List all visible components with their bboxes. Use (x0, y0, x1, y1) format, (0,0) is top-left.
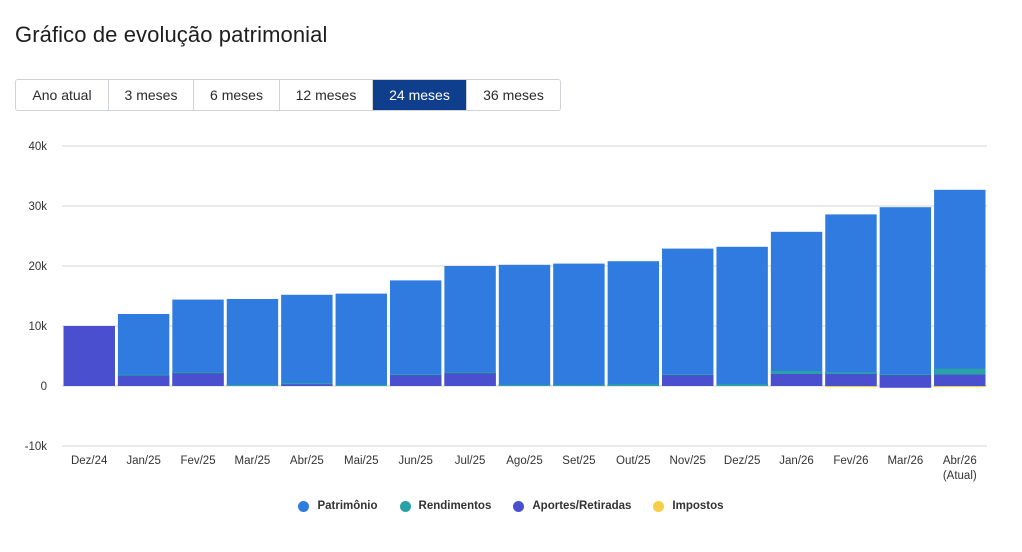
x-tick-label: Fev/25 (180, 455, 215, 467)
bar-aportes (662, 374, 714, 386)
bar-patrimonio (498, 264, 551, 386)
bar-rendimentos (444, 372, 496, 374)
x-tick-label: Jul/25 (455, 455, 486, 467)
bar-rendimentos (607, 384, 660, 386)
bar-rendimentos (879, 374, 932, 375)
legend-dot-icon (653, 500, 665, 512)
legend-item-impostos[interactable]: Impostos (653, 500, 724, 512)
bar-aportes (281, 384, 333, 386)
bar-rendimentos (389, 374, 442, 375)
bar-aportes-negative (879, 386, 932, 388)
y-tick-label: 10k (28, 321, 47, 333)
y-tick-label: 30k (28, 201, 47, 213)
bar-rendimentos (117, 374, 170, 376)
legend-dot-icon (513, 500, 525, 512)
period-tab-6-meses[interactable]: 6 meses (194, 80, 280, 110)
bar-patrimonio (226, 299, 279, 386)
bar-aportes (389, 374, 442, 386)
legend-item-rendimentos[interactable]: Rendimentos (399, 500, 492, 512)
bar-patrimonio (553, 263, 605, 386)
period-tab-36-meses[interactable]: 36 meses (467, 80, 560, 110)
bar-aportes (172, 372, 224, 386)
bar-aportes (444, 372, 496, 386)
x-tick-label: Abr/26 (943, 455, 977, 467)
bar-rendimentos (825, 372, 877, 374)
x-tick-label: Mar/26 (887, 455, 923, 467)
x-tick-label: Mar/25 (235, 455, 271, 467)
bar-impostos (825, 386, 877, 387)
period-tab-24-meses[interactable]: 24 meses (373, 80, 467, 110)
legend-label: Impostos (672, 500, 724, 512)
bar-patrimonio (117, 314, 170, 386)
x-tick-label: Set/25 (562, 455, 595, 467)
bar-rendimentos (172, 372, 224, 374)
x-tick-label: Mai/25 (344, 455, 379, 467)
legend-item-aportes[interactable]: Aportes/Retiradas (513, 500, 631, 512)
bar-aportes (117, 375, 170, 386)
bar-patrimonio (934, 189, 986, 386)
period-tab-3-meses[interactable]: 3 meses (109, 80, 194, 110)
legend-label: Patrimônio (317, 500, 378, 512)
bar-aportes (825, 374, 877, 386)
bar-patrimonio (335, 293, 387, 386)
x-tick-label: Nov/25 (670, 455, 706, 467)
bar-rendimentos (770, 371, 823, 374)
bar-patrimonio (389, 280, 442, 386)
x-tick-label: Fev/26 (833, 455, 868, 467)
bar-patrimonio (879, 207, 932, 386)
bar-aportes (879, 374, 932, 386)
period-tab-ano-atual[interactable]: Ano atual (16, 80, 109, 110)
bar-aportes (770, 374, 823, 386)
y-tick-label: 40k (28, 141, 47, 153)
bar-aportes (934, 374, 986, 386)
bar-patrimonio (444, 266, 496, 386)
x-tick-label: Jun/25 (398, 455, 433, 467)
legend-dot-icon (399, 500, 411, 512)
bar-rendimentos (553, 384, 605, 386)
x-tick-label: Jan/25 (126, 455, 161, 467)
x-tick-label: Dez/24 (71, 455, 108, 467)
bar-patrimonio (770, 231, 823, 386)
page-title: Gráfico de evolução patrimonial (15, 22, 328, 47)
bar-patrimonio (607, 261, 660, 386)
x-tick-label: Abr/25 (290, 455, 324, 467)
x-tick-label: Dez/25 (724, 455, 760, 467)
bar-rendimentos (662, 374, 714, 375)
legend-item-patrimonio[interactable]: Patrimônio (298, 500, 378, 512)
y-tick-label: -10k (25, 441, 48, 453)
bar-rendimentos (716, 384, 768, 386)
period-selector: Ano atual 3 meses 6 meses 12 meses 24 meses 3… (15, 79, 561, 111)
x-tick-label: Jan/26 (779, 455, 814, 467)
x-tick-label: (Atual) (943, 470, 977, 482)
bar-patrimonio (281, 294, 333, 386)
bar-rendimentos (498, 384, 551, 386)
bar-aportes (63, 326, 115, 386)
legend-label: Aportes/Retiradas (532, 500, 632, 512)
legend-dot-icon (298, 500, 310, 512)
bar-rendimentos (934, 368, 986, 375)
y-tick-label: 0 (41, 381, 47, 393)
bar-rendimentos (226, 384, 279, 386)
x-tick-label: Out/25 (616, 455, 651, 467)
bar-patrimonio (716, 246, 768, 386)
bar-patrimonio (825, 214, 877, 386)
period-tab-12-meses[interactable]: 12 meses (280, 80, 373, 110)
legend-label: Rendimentos (418, 500, 492, 512)
bar-patrimonio (172, 299, 224, 386)
chart-legend: Patrimônio Rendimentos Aportes/Retiradas Im… (0, 500, 1022, 512)
bar-impostos (934, 386, 986, 387)
x-tick-label: Ago/25 (506, 455, 542, 467)
bar-patrimonio (662, 248, 714, 386)
evolution-chart: 40k 30k 20k 10k 0 -10k Dez/24 Jan/25 Fev/25 Mar/2… (25, 141, 987, 482)
bar-rendimentos (281, 383, 333, 385)
bar-rendimentos (335, 384, 387, 386)
y-tick-label: 20k (28, 261, 47, 273)
